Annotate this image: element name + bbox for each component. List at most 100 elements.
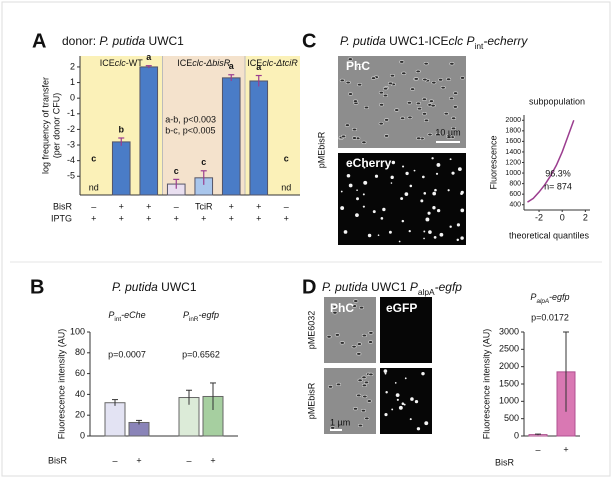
text-part: P. putida xyxy=(99,34,145,48)
text-part: -echerry xyxy=(483,34,528,48)
cell xyxy=(336,382,342,386)
cell xyxy=(353,407,359,411)
panel-letter: D xyxy=(302,276,316,298)
y-axis-label: Fluorescence intensity (AU) xyxy=(481,329,491,440)
bar xyxy=(249,80,269,196)
cell xyxy=(378,91,384,95)
text-part: inR xyxy=(189,316,199,323)
text-part: P xyxy=(530,292,536,302)
text-part: alpA xyxy=(536,298,549,305)
y-tick-label: 2500 xyxy=(499,344,519,354)
cell xyxy=(415,69,421,74)
cell xyxy=(352,99,358,103)
y-tick-label: 0 xyxy=(80,430,85,440)
cell xyxy=(428,99,434,103)
row-value: + xyxy=(256,213,261,223)
cell xyxy=(460,76,466,80)
x-tick-label: -2 xyxy=(535,212,543,222)
x-tick-label: – xyxy=(186,455,191,465)
x-tick-label: + xyxy=(563,444,568,454)
y-tick-label: 1600 xyxy=(505,138,521,145)
cell xyxy=(431,81,437,85)
cell xyxy=(366,399,372,403)
text-part: clc xyxy=(192,58,203,68)
text-part: ICE xyxy=(247,58,262,68)
cell xyxy=(422,112,428,116)
cell xyxy=(443,112,449,116)
y-tick-label: 60 xyxy=(75,368,85,378)
text-part: alpA xyxy=(418,287,435,297)
bar xyxy=(111,141,131,196)
text-part: clc xyxy=(449,34,464,48)
y-tick-label: 2000 xyxy=(505,117,521,124)
cell xyxy=(368,340,374,344)
x-tick-label: – xyxy=(112,455,117,465)
row-label: BisR xyxy=(53,201,73,211)
cell xyxy=(417,107,423,111)
cell xyxy=(406,101,412,105)
bar xyxy=(221,77,241,196)
micrograph xyxy=(338,56,466,148)
row-value: + xyxy=(119,213,124,223)
cell xyxy=(387,81,393,85)
cell xyxy=(377,234,380,237)
cell xyxy=(452,105,458,109)
cell xyxy=(432,206,436,210)
text-part: -egfp xyxy=(549,292,570,302)
row-label: IPTG xyxy=(51,213,72,223)
cell xyxy=(436,208,441,213)
cell xyxy=(357,82,363,87)
significance-letter: a xyxy=(256,62,262,72)
y-tick-label: 1 xyxy=(70,77,75,87)
cell xyxy=(449,96,455,100)
cell xyxy=(449,62,455,66)
micrograph xyxy=(380,297,432,363)
cell xyxy=(380,217,384,220)
cell xyxy=(349,164,352,167)
cell xyxy=(432,191,437,196)
cell xyxy=(422,77,428,82)
nd-label: nd xyxy=(89,182,99,192)
cell xyxy=(332,305,338,309)
cell xyxy=(390,175,394,180)
text-part: int xyxy=(114,316,121,323)
cell xyxy=(423,118,429,123)
cell xyxy=(374,174,379,178)
cell xyxy=(356,189,358,191)
cell xyxy=(413,169,416,172)
qq-line xyxy=(527,120,575,203)
cell xyxy=(431,157,434,160)
y-tick-label: 1400 xyxy=(505,149,521,156)
x-tick-label: + xyxy=(210,455,215,465)
row-value: + xyxy=(174,213,179,223)
text-part: clc xyxy=(115,58,126,68)
cell xyxy=(410,87,416,91)
row-value: + xyxy=(229,201,234,211)
y-tick-label: -5 xyxy=(67,171,75,181)
row-value: + xyxy=(146,201,151,211)
cell xyxy=(414,400,419,404)
cell xyxy=(345,80,351,85)
cell xyxy=(434,188,437,192)
row-value: TciR xyxy=(195,201,213,211)
cell xyxy=(389,73,395,78)
y-tick-label: 0 xyxy=(70,93,75,103)
text-part: int xyxy=(475,41,485,51)
text-part: P xyxy=(108,310,114,320)
y-tick-label: 400 xyxy=(509,202,521,209)
significance-letter: c xyxy=(91,153,96,163)
cell xyxy=(456,238,460,242)
cell xyxy=(415,101,421,105)
cell xyxy=(399,60,405,64)
text-part: P xyxy=(183,310,189,320)
cell xyxy=(370,76,376,80)
x-tick-label: 0 xyxy=(560,212,565,222)
cell xyxy=(405,171,409,176)
annotation: 96.3% xyxy=(545,168,571,178)
cell xyxy=(351,304,357,308)
text-part: donor: xyxy=(62,34,99,48)
row-value: + xyxy=(146,213,151,223)
nd-label: nd xyxy=(281,182,291,192)
text-part: clc xyxy=(262,58,273,68)
panel-letter: A xyxy=(32,30,46,52)
